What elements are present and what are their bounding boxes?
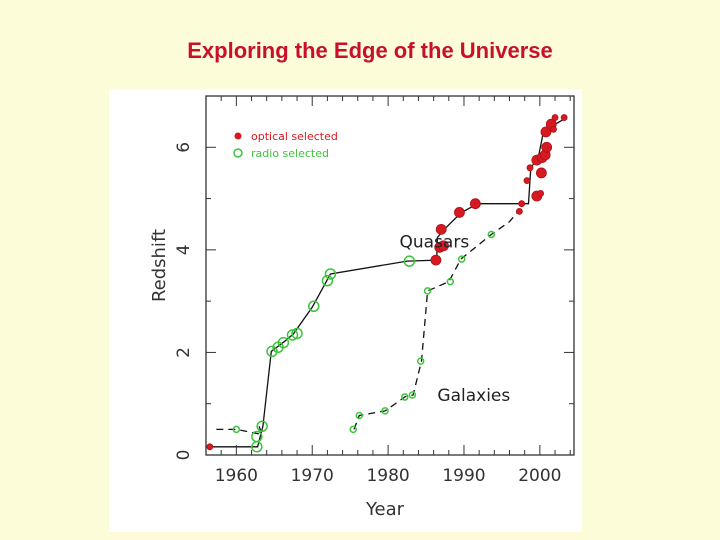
redshift-chart: 1960 1970 1980 1990 2000 0 2 4 6 Year Redshift Quas…	[149, 95, 575, 520]
legend-label: optical selected	[251, 130, 338, 143]
x-tick-label: 2000	[518, 466, 561, 486]
x-tick-label: 1970	[291, 466, 334, 486]
quasars-radio-point	[277, 336, 290, 349]
slide-title: Exploring the Edge of the Universe	[187, 38, 553, 63]
galaxies-radio-point	[416, 357, 425, 365]
quasars-optical-point	[430, 254, 442, 266]
galaxies-radio-point	[349, 425, 357, 434]
quasars-optical-point	[523, 177, 531, 185]
quasars-optical-point	[537, 190, 545, 197]
quasars-optical-point	[526, 164, 534, 172]
galaxies-radio-point	[401, 393, 409, 401]
y-axis-title: Redshift	[149, 229, 170, 302]
annotation-quasars: Quasars	[399, 232, 469, 252]
quasars-radio-point	[266, 345, 278, 358]
quasars-radio-point	[256, 420, 268, 433]
quasars-optical-point	[551, 114, 559, 121]
quasars-radio-point	[307, 300, 320, 313]
x-axis-title: Year	[365, 499, 405, 520]
quasars-optical-point	[541, 141, 553, 153]
y-tick-label: 4	[174, 244, 194, 255]
galaxies-radio-point	[423, 287, 432, 295]
quasars-radio-point	[291, 327, 303, 340]
quasars-optical-point	[535, 167, 547, 179]
figure-panel: 1960 1970 1980 1990 2000 0 2 4 6 Year Redshift Quas…	[109, 89, 582, 532]
plot-frame	[205, 95, 575, 456]
legend-marker-radio	[233, 148, 243, 158]
quasars-series-line	[206, 118, 565, 448]
galaxies-radio-point	[487, 230, 496, 239]
galaxies-radio-point	[408, 391, 417, 399]
quasars-radio-point	[403, 255, 416, 267]
galaxies-radio-point	[355, 411, 364, 420]
quasars-radio-point	[251, 430, 263, 443]
legend-label: radio selected	[251, 147, 329, 160]
y-tick-label: 2	[174, 347, 194, 358]
quasars-optical-point	[454, 207, 465, 218]
quasars-optical-point	[518, 200, 526, 208]
quasars-optical-point	[515, 207, 523, 215]
x-tick-label: 1980	[366, 466, 409, 486]
quasars-radio-point	[324, 268, 337, 280]
y-tick-label: 6	[174, 142, 194, 153]
legend-marker-optical	[234, 132, 242, 140]
x-tick-label: 1960	[215, 466, 258, 486]
quasars-optical-point	[550, 125, 557, 133]
galaxies-radio-point	[446, 277, 455, 286]
quasars-optical-point	[435, 223, 447, 235]
quasars-optical-point	[540, 126, 552, 138]
quasars-optical-point	[438, 240, 449, 252]
galaxies-radio-point	[381, 407, 389, 415]
quasars-optical-point	[560, 114, 568, 121]
x-tick-label: 1990	[442, 466, 485, 486]
annotation-galaxies: Galaxies	[437, 386, 510, 406]
quasars-optical-point	[206, 443, 214, 451]
quasars-optical-point	[469, 198, 481, 210]
galaxies-radio-point	[457, 255, 466, 263]
quasars-radio-point	[321, 274, 334, 287]
galaxies-radio-point	[232, 425, 241, 434]
y-tick-label: 0	[174, 450, 194, 461]
